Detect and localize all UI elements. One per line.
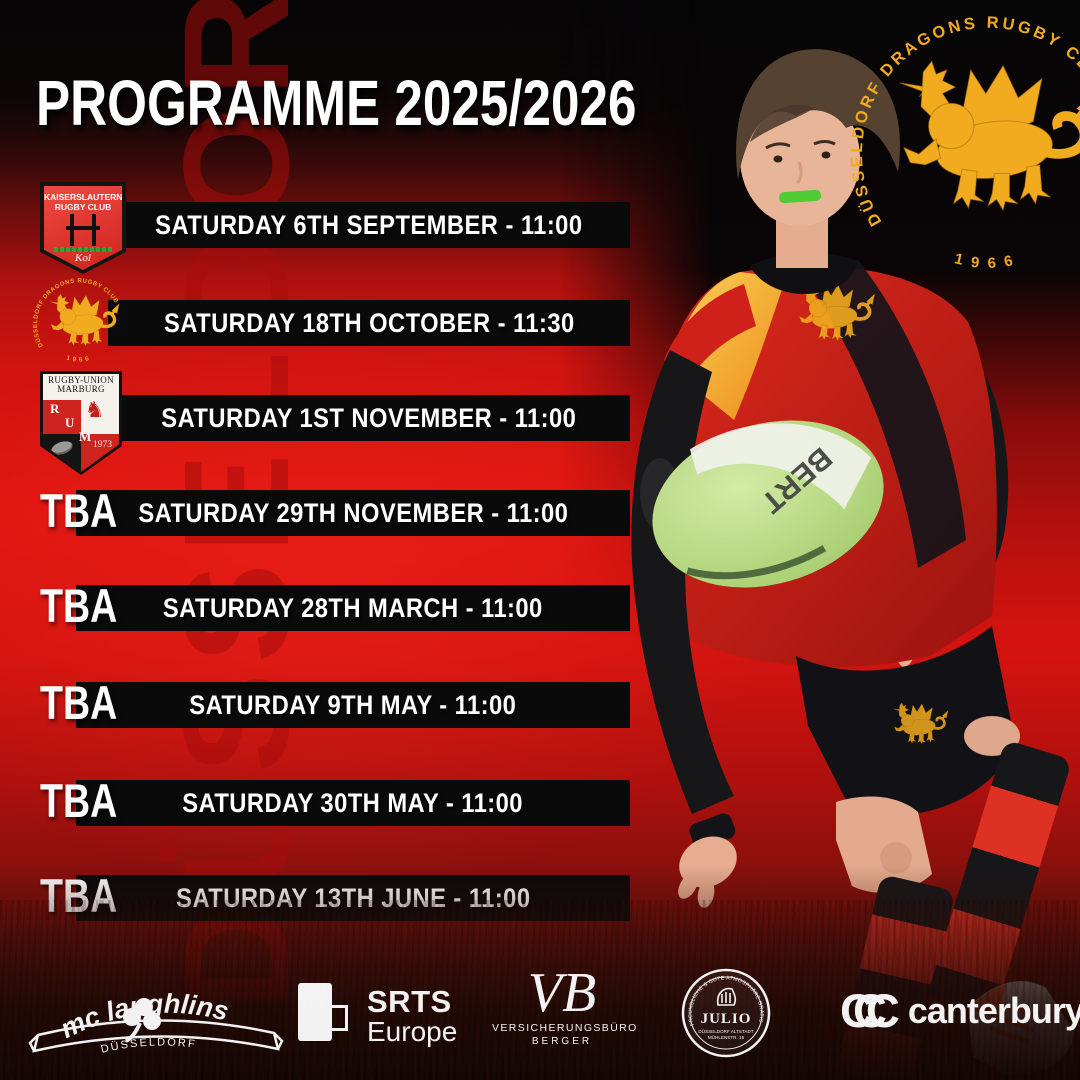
tba-label: TBA: [40, 676, 118, 729]
crest-dragon-icon: [899, 61, 1080, 210]
marburg-letter-u: U: [65, 415, 75, 430]
fixture-bar: SATURDAY 1ST NOVEMBER - 11:00: [108, 395, 630, 441]
tba-label: TBA: [40, 774, 118, 827]
sponsor-strip: mc laughlins DÜSSELDORF SRTS Europe VB V…: [0, 965, 1080, 1080]
fixture-row-1: SATURDAY 6TH SEPTEMBER - 11:00 KAISERSLA…: [0, 182, 660, 274]
fixture-row-8: SATURDAY 13TH JUNE - 11:00 TBA: [0, 869, 660, 922]
kaiserslautern-subname: RUGBY CLUB: [54, 202, 112, 212]
dragons-club-crest: DÜSSELDORF DRAGONS RUGBY CLUB 1966: [848, 14, 1080, 272]
page-title: PROGRAMME 2025/2026: [36, 67, 637, 139]
vb-monogram: VB: [527, 962, 597, 1024]
grass-strip: [54, 247, 112, 252]
tba-label: TBA: [40, 579, 118, 632]
fixture-label: SATURDAY 1ST NOVEMBER - 11:00: [161, 402, 577, 433]
marburg-name1: RUGBY-UNION: [48, 375, 114, 385]
fixture-label: SATURDAY 30TH MAY - 11:00: [182, 787, 524, 818]
fixture-row-4: SATURDAY 29TH NOVEMBER - 11:00 TBA: [0, 484, 660, 537]
tba-label: TBA: [40, 869, 118, 922]
crest-year: 1966: [953, 250, 1023, 272]
tba-label: TBA: [40, 484, 118, 537]
jersey-sash: [796, 260, 966, 568]
fixture-label: SATURDAY 29TH NOVEMBER - 11:00: [137, 497, 568, 528]
marburg-letter-m: M: [79, 429, 92, 444]
dragon-icon: [47, 293, 122, 348]
vb-logo: VB VERSICHERUNGSBÜRO BERGER: [492, 962, 638, 1048]
fixture-bar: SATURDAY 29TH NOVEMBER - 11:00: [76, 490, 630, 536]
julio-address1: DÜSSELDORF ALTSTADT: [698, 1028, 753, 1034]
julio-logo: FREUNDLICHE & GUTE ATMOSPHÄRE GRATIS JUL…: [681, 968, 771, 1058]
marburg-badge: RUGBY-UNION MARBURG ♞ R U M 1973: [40, 371, 122, 475]
marburg-year: 1973: [93, 440, 112, 450]
marburg-quarter-white: [81, 400, 119, 434]
player-hair: [736, 49, 901, 180]
fixture-bar: SATURDAY 13TH JUNE - 11:00: [76, 875, 630, 921]
srts-icon: [298, 983, 354, 1049]
marburg-letter-r: R: [50, 401, 60, 416]
fixture-row-2: SATURDAY 18TH OCTOBER - 11:30 DÜSSELDORF…: [0, 278, 660, 364]
dragons-badge-small: DÜSSELDORF DRAGONS RUGBY CLUB 1966: [33, 278, 122, 364]
srts-name: SRTS: [367, 983, 452, 1019]
mclaughlins-logo: mc laughlins DÜSSELDORF: [28, 989, 284, 1056]
rugby-ball: BERT: [652, 420, 884, 588]
vb-owner: BERGER: [531, 1036, 593, 1048]
fixture-label: SATURDAY 6TH SEPTEMBER - 11:00: [155, 209, 583, 240]
fixture-bar: SATURDAY 6TH SEPTEMBER - 11:00: [108, 202, 630, 248]
julio-address2: MÜHLENSTR. 15: [708, 1034, 745, 1040]
kaiserslautern-badge: KAISERSLAUTERN RUGBY CLUB Kol: [40, 182, 126, 274]
rugby-posts-icon: [66, 214, 100, 246]
fixture-row-6: SATURDAY 9TH MAY - 11:00 TBA: [0, 676, 660, 729]
srts-logo: SRTS Europe: [298, 983, 457, 1049]
marburg-header: RUGBY-UNION MARBURG: [43, 374, 119, 400]
fixture-bar: SATURDAY 18TH OCTOBER - 11:30: [108, 300, 630, 346]
canterbury-name: canterbury: [907, 989, 1080, 1031]
marburg-name2: MARBURG: [57, 384, 105, 395]
fixture-label: SATURDAY 13TH JUNE - 11:00: [175, 882, 531, 913]
fixture-row-3: SATURDAY 1ST NOVEMBER - 11:00 RUGBY-UNIO…: [0, 371, 660, 475]
fixture-bar: SATURDAY 30TH MAY - 11:00: [76, 780, 630, 826]
dragons-year: 1966: [65, 355, 92, 364]
srts-subname: Europe: [367, 1015, 458, 1047]
fixture-bar: SATURDAY 28TH MARCH - 11:00: [76, 585, 630, 631]
fixture-label: SATURDAY 18TH OCTOBER - 11:30: [163, 307, 575, 338]
fixture-bar: SATURDAY 9TH MAY - 11:00: [76, 682, 630, 728]
mouthguard: [779, 189, 822, 204]
fixture-row-5: SATURDAY 28TH MARCH - 11:00 TBA: [0, 579, 660, 632]
knight-icon: ♞: [84, 397, 105, 422]
julio-name: JULIO: [701, 1011, 752, 1027]
kaiserslautern-name: KAISERSLAUTERN: [44, 192, 123, 202]
vb-company: VERSICHERUNGSBÜRO: [492, 1022, 638, 1035]
fixture-label: SATURDAY 9TH MAY - 11:00: [189, 689, 517, 720]
kaiserslautern-badge-shield: KAISERSLAUTERN RUGBY CLUB Kol: [44, 186, 122, 270]
fixture-row-7: SATURDAY 30TH MAY - 11:00 TBA: [0, 774, 660, 827]
fixture-label: SATURDAY 28TH MARCH - 11:00: [163, 592, 543, 623]
kaiserslautern-script: Kol: [75, 252, 91, 264]
